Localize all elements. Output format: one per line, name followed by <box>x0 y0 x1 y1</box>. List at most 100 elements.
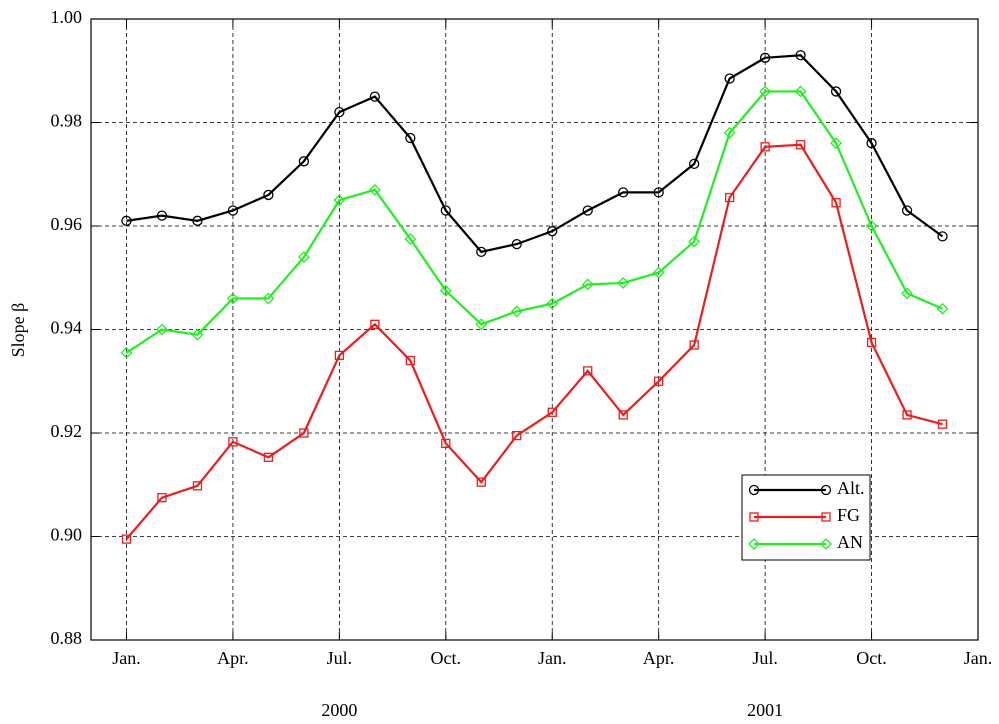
y-tick-label: 0.88 <box>51 628 83 648</box>
marker <box>476 477 486 487</box>
marker <box>582 205 593 216</box>
series-line <box>126 54 944 254</box>
marker <box>759 52 771 63</box>
marker <box>121 534 132 544</box>
marker <box>831 198 841 208</box>
marker <box>830 137 842 150</box>
marker <box>156 210 168 221</box>
marker <box>405 355 415 366</box>
marker <box>724 73 735 84</box>
x-tick-label: Jan. <box>538 648 567 668</box>
marker <box>441 438 451 449</box>
marker <box>121 215 132 226</box>
marker <box>748 484 760 496</box>
marker <box>618 410 628 420</box>
marker <box>334 350 345 361</box>
marker <box>866 138 877 149</box>
marker <box>936 302 949 315</box>
x-tick-label: Jul. <box>327 648 353 668</box>
marker <box>688 235 701 248</box>
marker <box>546 297 559 310</box>
marker <box>297 251 310 263</box>
marker <box>901 287 913 300</box>
legend-label: AN <box>837 532 863 552</box>
marker <box>865 220 878 232</box>
marker <box>262 292 275 305</box>
marker <box>227 205 239 216</box>
marker <box>191 328 204 341</box>
marker <box>820 538 832 550</box>
x-tick-label: Jan. <box>964 648 993 668</box>
marker <box>830 86 842 97</box>
marker <box>369 91 380 102</box>
marker <box>795 140 806 150</box>
marker <box>689 158 700 170</box>
marker <box>299 428 309 438</box>
marker <box>512 430 522 441</box>
y-tick-label: 1.00 <box>51 7 83 27</box>
x-tick-label: Jan. <box>112 648 141 668</box>
marker <box>618 187 629 198</box>
marker <box>820 484 832 496</box>
marker <box>654 376 664 386</box>
marker <box>617 277 630 289</box>
marker <box>794 85 807 98</box>
y-tick-label: 0.98 <box>51 111 83 131</box>
marker <box>192 215 203 226</box>
marker <box>298 156 310 167</box>
marker <box>120 346 133 359</box>
marker <box>440 205 451 216</box>
y-tick-label: 0.92 <box>51 421 83 441</box>
marker <box>749 512 759 522</box>
marker <box>368 183 381 196</box>
marker <box>902 410 912 420</box>
marker <box>652 266 665 279</box>
marker <box>547 226 558 237</box>
series-line <box>125 90 943 354</box>
marker <box>228 437 238 447</box>
plot-frame <box>90 18 979 641</box>
marker <box>404 233 417 245</box>
marker <box>583 366 593 376</box>
marker <box>333 194 346 207</box>
marker <box>724 192 735 203</box>
marker <box>866 337 877 348</box>
marker <box>227 292 239 305</box>
marker <box>937 231 948 242</box>
marker <box>901 205 913 216</box>
marker <box>476 246 487 258</box>
year-label: 2000 <box>321 700 357 720</box>
x-tick-label: Jul. <box>752 648 778 668</box>
y-tick-label: 0.94 <box>51 318 83 338</box>
marker <box>748 538 760 550</box>
marker <box>547 407 557 417</box>
year-label: 2001 <box>747 700 783 720</box>
marker <box>405 132 416 144</box>
marker <box>821 512 831 522</box>
x-tick-label: Oct. <box>431 648 462 668</box>
legend-label: FG <box>837 505 860 525</box>
y-tick-label: 0.90 <box>51 525 83 545</box>
y-axis-title: Slope β <box>8 303 28 358</box>
marker <box>795 50 806 61</box>
marker <box>689 340 699 350</box>
marker <box>157 493 167 503</box>
marker <box>263 189 274 201</box>
marker <box>653 187 664 198</box>
legend-label: Alt. <box>837 478 865 498</box>
marker <box>334 107 345 118</box>
x-tick-label: Oct. <box>856 648 887 668</box>
marker <box>370 319 380 329</box>
y-tick-label: 0.96 <box>51 214 83 234</box>
marker <box>723 126 736 139</box>
x-tick-label: Apr. <box>217 648 249 668</box>
marker <box>156 323 168 336</box>
marker <box>511 238 522 250</box>
series-line <box>125 143 943 540</box>
legend: Alt. FG AN <box>741 474 871 561</box>
marker <box>475 318 488 331</box>
marker <box>937 419 948 429</box>
marker <box>263 452 274 462</box>
marker <box>581 278 594 291</box>
